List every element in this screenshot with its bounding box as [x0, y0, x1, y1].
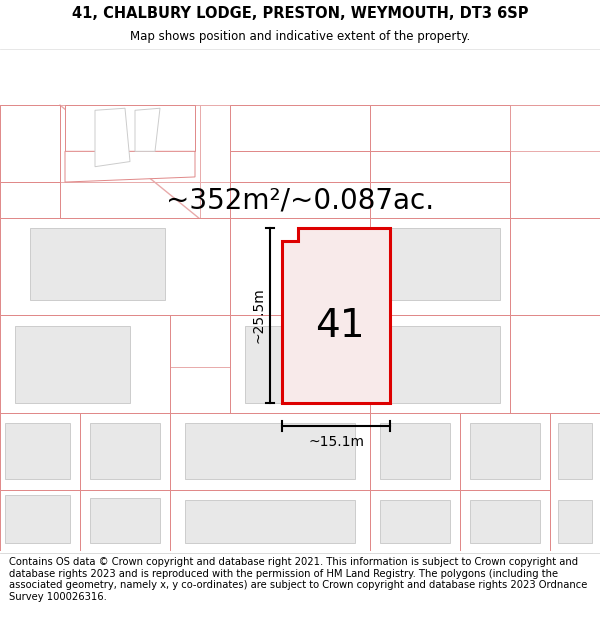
Polygon shape: [65, 105, 195, 151]
Polygon shape: [95, 108, 130, 167]
Polygon shape: [470, 500, 540, 543]
Polygon shape: [0, 316, 170, 412]
Polygon shape: [90, 498, 160, 543]
Polygon shape: [370, 490, 460, 551]
Polygon shape: [460, 412, 550, 490]
Polygon shape: [245, 326, 355, 402]
Polygon shape: [30, 228, 165, 300]
Polygon shape: [558, 423, 592, 479]
Polygon shape: [80, 412, 170, 490]
Polygon shape: [0, 218, 60, 316]
Polygon shape: [370, 412, 460, 490]
Polygon shape: [0, 105, 60, 182]
Polygon shape: [170, 412, 370, 490]
Text: Contains OS data © Crown copyright and database right 2021. This information is : Contains OS data © Crown copyright and d…: [9, 557, 587, 602]
Polygon shape: [558, 500, 592, 543]
Polygon shape: [0, 412, 80, 490]
Polygon shape: [170, 490, 370, 551]
Polygon shape: [230, 182, 370, 218]
Polygon shape: [470, 423, 540, 479]
Polygon shape: [550, 412, 600, 551]
Polygon shape: [230, 218, 370, 316]
Polygon shape: [135, 108, 160, 151]
Polygon shape: [185, 500, 355, 543]
Text: Map shows position and indicative extent of the property.: Map shows position and indicative extent…: [130, 30, 470, 43]
Text: ~25.5m: ~25.5m: [251, 288, 265, 343]
Polygon shape: [230, 151, 370, 182]
Polygon shape: [380, 500, 450, 543]
Polygon shape: [282, 228, 390, 402]
Polygon shape: [185, 423, 355, 479]
Polygon shape: [370, 151, 510, 182]
Polygon shape: [370, 105, 510, 151]
Polygon shape: [0, 182, 60, 218]
Polygon shape: [510, 105, 600, 218]
Text: 41, CHALBURY LODGE, PRESTON, WEYMOUTH, DT3 6SP: 41, CHALBURY LODGE, PRESTON, WEYMOUTH, D…: [72, 6, 528, 21]
Polygon shape: [5, 495, 70, 543]
Polygon shape: [0, 490, 80, 551]
Polygon shape: [385, 228, 500, 300]
Polygon shape: [90, 423, 160, 479]
Polygon shape: [80, 490, 170, 551]
Polygon shape: [460, 490, 550, 551]
Polygon shape: [15, 326, 130, 402]
Polygon shape: [510, 218, 600, 316]
Polygon shape: [65, 151, 195, 182]
Text: ~352m²/~0.087ac.: ~352m²/~0.087ac.: [166, 186, 434, 214]
Polygon shape: [380, 423, 450, 479]
Polygon shape: [230, 105, 370, 151]
Text: 41: 41: [315, 307, 365, 344]
Polygon shape: [0, 218, 230, 316]
Polygon shape: [510, 105, 600, 151]
Polygon shape: [385, 326, 500, 402]
Text: ~15.1m: ~15.1m: [308, 434, 364, 449]
Polygon shape: [370, 316, 510, 412]
Polygon shape: [5, 423, 70, 479]
Polygon shape: [370, 218, 510, 316]
Polygon shape: [510, 316, 600, 412]
Polygon shape: [230, 316, 370, 412]
